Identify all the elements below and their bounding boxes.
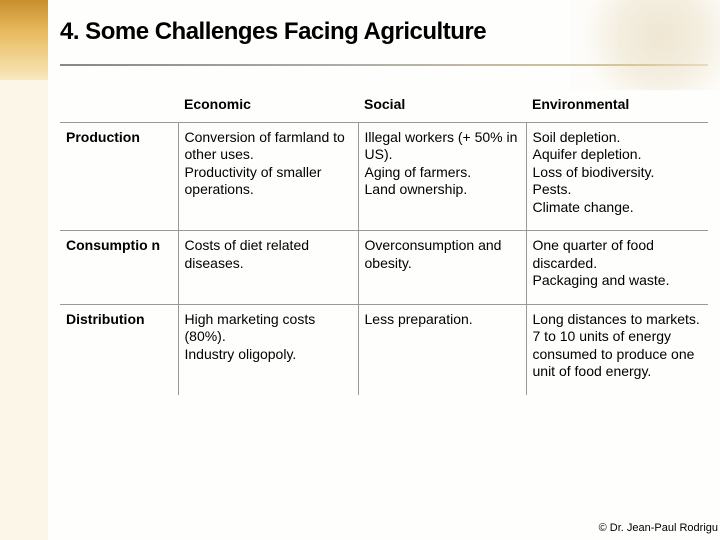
row-label: Production xyxy=(60,122,178,231)
cell-environmental: One quarter of food discarded.Packaging … xyxy=(526,231,708,305)
cell-environmental: Long distances to markets.7 to 10 units … xyxy=(526,304,708,395)
title-underline xyxy=(60,64,708,66)
slide-title: 4. Some Challenges Facing Agriculture xyxy=(60,18,708,46)
copyright-footer: © Dr. Jean-Paul Rodrigu xyxy=(599,522,718,534)
cell-social: Illegal workers (+ 50% in US).Aging of f… xyxy=(358,122,526,231)
table-row: Consumptio n Costs of diet related disea… xyxy=(60,231,708,305)
table-row: Distribution High marketing costs (80%).… xyxy=(60,304,708,395)
table-header-row: Economic Social Environmental xyxy=(60,90,708,122)
rail-bottom xyxy=(0,80,48,540)
col-header-social: Social xyxy=(358,90,526,122)
rail-gradient-top xyxy=(0,0,48,80)
cell-social: Overconsumption and obesity. xyxy=(358,231,526,305)
col-header-environmental: Environmental xyxy=(526,90,708,122)
cell-economic: Costs of diet related diseases. xyxy=(178,231,358,305)
cell-environmental: Soil depletion.Aquifer depletion.Loss of… xyxy=(526,122,708,231)
row-label: Consumptio n xyxy=(60,231,178,305)
cell-economic: Conversion of farmland to other uses.Pro… xyxy=(178,122,358,231)
challenges-table: Economic Social Environmental Production… xyxy=(60,90,708,395)
col-header-blank xyxy=(60,90,178,122)
challenges-table-wrap: Economic Social Environmental Production… xyxy=(60,90,708,395)
cell-economic: High marketing costs (80%).Industry olig… xyxy=(178,304,358,395)
row-label: Distribution xyxy=(60,304,178,395)
title-area: 4. Some Challenges Facing Agriculture xyxy=(48,10,720,66)
table-row: Production Conversion of farmland to oth… xyxy=(60,122,708,231)
cell-social: Less preparation. xyxy=(358,304,526,395)
left-rail xyxy=(0,0,48,540)
col-header-economic: Economic xyxy=(178,90,358,122)
